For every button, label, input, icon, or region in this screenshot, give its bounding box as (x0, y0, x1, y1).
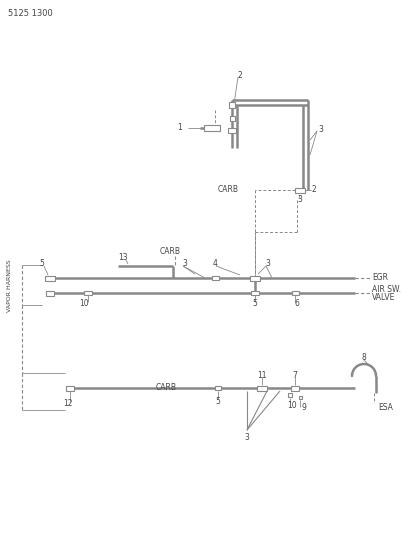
Bar (299, 395, 302, 399)
Text: 9: 9 (302, 403, 307, 413)
Bar (257, 385, 267, 391)
Bar (45, 276, 55, 280)
Bar (84, 291, 92, 295)
Text: 6: 6 (295, 300, 299, 309)
Text: 11: 11 (257, 370, 267, 379)
Text: 5125 1300: 5125 1300 (8, 10, 53, 19)
Text: 10: 10 (79, 300, 89, 309)
Text: 3: 3 (318, 125, 323, 134)
Text: 3: 3 (266, 259, 271, 268)
Bar (250, 276, 260, 280)
Text: AIR SW.: AIR SW. (372, 286, 401, 295)
Text: 5: 5 (215, 397, 220, 406)
Bar (211, 276, 219, 280)
Text: VAPOR HARNESS: VAPOR HARNESS (7, 260, 13, 312)
Text: 3: 3 (182, 259, 187, 268)
Bar (291, 385, 299, 391)
Text: 13: 13 (118, 254, 128, 262)
Bar (46, 290, 54, 295)
Bar (66, 385, 74, 391)
Text: CARB: CARB (156, 384, 177, 392)
Text: 7: 7 (293, 370, 297, 379)
Text: 2: 2 (312, 185, 317, 195)
Text: 5: 5 (253, 300, 257, 309)
Bar (215, 386, 221, 390)
Text: 1: 1 (177, 124, 182, 133)
Text: 3: 3 (297, 196, 302, 205)
Bar (228, 127, 236, 133)
Text: EGR: EGR (372, 273, 388, 282)
Bar (251, 291, 259, 295)
Text: ESA: ESA (378, 403, 393, 413)
Bar (295, 188, 305, 192)
Bar (229, 102, 235, 108)
Text: 10: 10 (287, 400, 297, 409)
Bar (229, 116, 235, 120)
Text: 4: 4 (213, 259, 217, 268)
Text: 5: 5 (40, 260, 44, 269)
Text: 8: 8 (361, 353, 366, 362)
Text: 3: 3 (244, 433, 249, 442)
Text: CARB: CARB (160, 247, 180, 256)
Bar (291, 291, 299, 295)
Text: 12: 12 (63, 400, 73, 408)
Text: VALVE: VALVE (372, 294, 395, 303)
Bar (288, 393, 292, 397)
Text: 2: 2 (238, 70, 243, 79)
Bar (204, 125, 220, 131)
Text: CARB: CARB (218, 185, 239, 195)
